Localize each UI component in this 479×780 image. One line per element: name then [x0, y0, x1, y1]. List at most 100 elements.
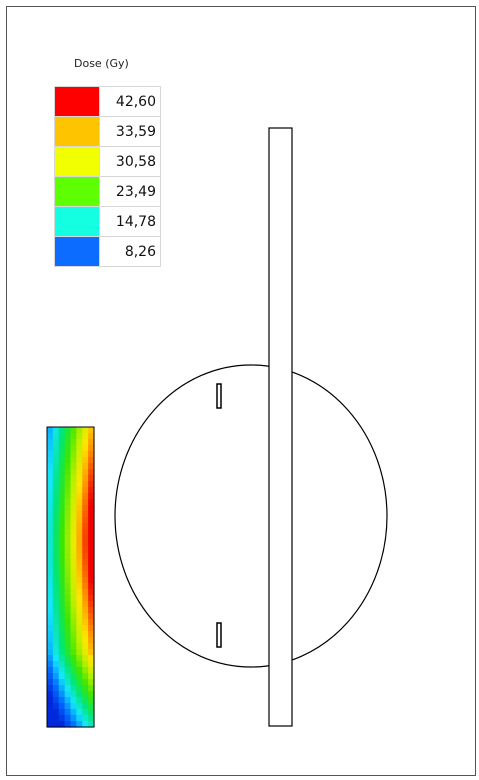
heatmap-cell	[52, 625, 60, 632]
heatmap-cell	[47, 427, 54, 434]
heatmap-cell	[52, 607, 60, 614]
heatmap-cell	[76, 565, 83, 572]
heatmap-cell	[88, 595, 95, 602]
heatmap-cell	[88, 457, 95, 464]
heatmap-cell	[52, 643, 60, 650]
heatmap-cell	[88, 427, 95, 434]
heatmap-cell	[88, 631, 95, 638]
heatmap-cell	[52, 493, 60, 500]
heatmap-cell	[52, 427, 60, 434]
heatmap-cell	[64, 667, 72, 674]
heatmap-cell	[64, 469, 72, 476]
heatmap-cell	[64, 547, 72, 554]
heatmap-cell	[88, 619, 95, 626]
heatmap-cell	[64, 601, 72, 608]
heatmap-cell	[58, 523, 66, 530]
heatmap-cell	[70, 523, 77, 530]
heatmap-cell	[64, 451, 72, 458]
heatmap-cell	[47, 493, 54, 500]
heatmap-cell	[70, 529, 77, 536]
heatmap-cell	[88, 607, 95, 614]
heatmap-cell	[47, 673, 54, 680]
heatmap-cell	[47, 577, 54, 584]
heatmap-cell	[76, 487, 83, 494]
heatmap-cell	[76, 625, 83, 632]
heatmap-cell	[47, 523, 54, 530]
heatmap-cell	[64, 433, 72, 440]
heatmap-cell	[88, 439, 95, 446]
heatmap-cell	[47, 697, 54, 704]
heatmap-cell	[47, 445, 54, 452]
heatmap-cell	[64, 613, 72, 620]
heatmap-cell	[64, 475, 72, 482]
heatmap-cell	[47, 703, 54, 710]
heatmap-cell	[76, 445, 83, 452]
heatmap-cell	[82, 685, 89, 692]
heatmap-cell	[76, 529, 83, 536]
heatmap-cell	[70, 601, 77, 608]
seed-marker-lower	[216, 622, 222, 648]
heatmap-cell	[47, 649, 54, 656]
heatmap-cell	[52, 637, 60, 644]
heatmap-cell	[88, 673, 95, 680]
heatmap-cell	[58, 601, 66, 608]
heatmap-cell	[82, 475, 89, 482]
heatmap-cell	[82, 601, 89, 608]
heatmap-cell	[82, 655, 89, 662]
heatmap-cell	[82, 697, 89, 704]
heatmap-cell	[64, 595, 72, 602]
heatmap-cell	[58, 607, 66, 614]
heatmap-cell	[70, 565, 77, 572]
legend-value: 30,58	[99, 146, 161, 177]
heatmap-cell	[47, 601, 54, 608]
heatmap-cell	[76, 631, 83, 638]
heatmap-cell	[64, 535, 72, 542]
heatmap-cell	[82, 445, 89, 452]
heatmap-cell	[82, 679, 89, 686]
heatmap-cell	[52, 691, 60, 698]
legend-value: 23,49	[99, 176, 161, 207]
heatmap-cell	[88, 553, 95, 560]
heatmap-cell	[82, 667, 89, 674]
heatmap-cell	[70, 685, 77, 692]
heatmap-cell	[70, 427, 77, 434]
heatmap-cell	[82, 529, 89, 536]
heatmap-cell	[82, 625, 89, 632]
heatmap-cell	[76, 643, 83, 650]
heatmap-cell	[76, 541, 83, 548]
heatmap-cell	[47, 511, 54, 518]
heatmap-cell	[52, 535, 60, 542]
heatmap-cell	[82, 457, 89, 464]
legend-row: 14,78	[54, 206, 161, 237]
heatmap-cell	[64, 679, 72, 686]
heatmap-cell	[88, 715, 95, 722]
heatmap-cell	[76, 469, 83, 476]
heatmap-cell	[88, 667, 95, 674]
legend-swatch-30-58	[54, 146, 100, 177]
heatmap-cell	[88, 541, 95, 548]
heatmap-cell	[88, 565, 95, 572]
heatmap-cell	[82, 427, 89, 434]
heatmap-cell	[52, 697, 60, 704]
heatmap-cell	[47, 589, 54, 596]
heatmap-cell	[47, 691, 54, 698]
heatmap-cell	[88, 643, 95, 650]
heatmap-cell	[76, 589, 83, 596]
heatmap-cell	[70, 643, 77, 650]
heatmap-cell	[52, 589, 60, 596]
heatmap-cell	[58, 709, 66, 716]
heatmap-cell	[70, 439, 77, 446]
heatmap-cell	[88, 559, 95, 566]
heatmap-cell	[58, 673, 66, 680]
heatmap-cell	[47, 565, 54, 572]
heatmap-cell	[76, 523, 83, 530]
heatmap-cell	[58, 655, 66, 662]
heatmap-cell	[52, 517, 60, 524]
heatmap-cell	[58, 433, 66, 440]
heatmap-cell	[88, 709, 95, 716]
heatmap-cell	[70, 535, 77, 542]
heatmap-cell	[64, 493, 72, 500]
heatmap-cell	[70, 493, 77, 500]
heatmap-cell	[76, 433, 83, 440]
